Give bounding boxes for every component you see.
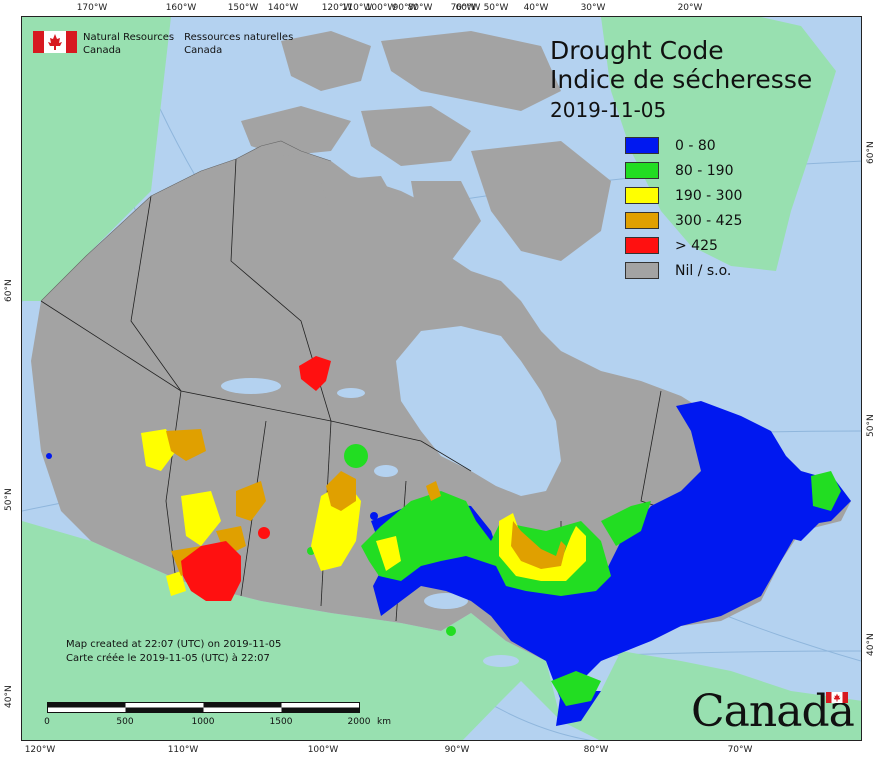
legend-swatch bbox=[625, 187, 659, 204]
left-tick-50n: 50°N bbox=[4, 488, 14, 511]
agency-fr-line1: Ressources naturelles bbox=[184, 32, 294, 43]
legend-item: Nil / s.o. bbox=[625, 258, 742, 283]
nrcan-signature: Natural Resources Canada Ressources natu… bbox=[33, 31, 303, 57]
agency-en-line2: Canada bbox=[83, 45, 122, 56]
hudson-bay bbox=[396, 326, 561, 496]
map-area bbox=[21, 16, 862, 741]
legend-swatch bbox=[625, 212, 659, 229]
arctic-islands bbox=[241, 31, 611, 261]
legend-swatch bbox=[625, 262, 659, 279]
bottom-tick-100w: 100°W bbox=[307, 745, 339, 755]
top-tick-140w: 140°W bbox=[267, 3, 299, 13]
top-tick-20w: 20°W bbox=[677, 3, 703, 13]
bottom-tick-70w: 70°W bbox=[727, 745, 753, 755]
legend-swatch bbox=[625, 162, 659, 179]
scale-bar bbox=[47, 702, 360, 713]
creation-note: Map created at 22:07 (UTC) on 2019-11-05… bbox=[66, 638, 281, 666]
bottom-tick-80w: 80°W bbox=[583, 745, 609, 755]
top-tick-100w: 100°W bbox=[365, 3, 397, 13]
created-english: Map created at 22:07 (UTC) on 2019-11-05 bbox=[66, 639, 282, 650]
bottom-tick-110w: 110°W bbox=[167, 745, 199, 755]
agency-english: Natural Resources Canada bbox=[83, 31, 174, 57]
left-tick-60n: 60°N bbox=[4, 279, 14, 302]
right-tick-50n: 50°N bbox=[866, 414, 876, 437]
map-date: 2019-11-05 bbox=[550, 98, 667, 122]
top-tick-160w: 160°W bbox=[165, 3, 197, 13]
top-tick-170w: 170°W bbox=[76, 3, 108, 13]
top-tick-40w: 40°W bbox=[523, 3, 549, 13]
bottom-tick-120w: 120°W bbox=[24, 745, 56, 755]
canada-flag-icon bbox=[33, 31, 77, 53]
map-title: Drought Code Indice de sécheresse 2019-1… bbox=[550, 36, 812, 122]
left-tick-40n: 40°N bbox=[4, 685, 14, 708]
right-tick-60n: 60°N bbox=[866, 141, 876, 164]
greenland-land bbox=[601, 17, 836, 271]
legend-item: 300 - 425 bbox=[625, 208, 742, 233]
legend-label: 0 - 80 bbox=[675, 137, 716, 154]
top-tick-50w: 50°W bbox=[483, 3, 509, 13]
map-canvas bbox=[22, 17, 861, 740]
top-tick-150w: 150°W bbox=[227, 3, 259, 13]
legend-label: 80 - 190 bbox=[675, 162, 734, 179]
alaska-land bbox=[22, 17, 171, 301]
legend-swatch bbox=[625, 137, 659, 154]
top-tick-110w: 110°W bbox=[341, 3, 373, 13]
legend-item: > 425 bbox=[625, 233, 742, 258]
scale-label-500: 500 bbox=[116, 717, 134, 727]
dc-gt-425-regions bbox=[181, 356, 331, 601]
scale-unit: km bbox=[377, 717, 391, 727]
scale-labels: 0 500 1000 1500 2000 km bbox=[44, 717, 407, 729]
legend-label: 190 - 300 bbox=[675, 187, 743, 204]
top-tick-30w: 30°W bbox=[580, 3, 606, 13]
legend-item: 80 - 190 bbox=[625, 158, 742, 183]
bottom-tick-90w: 90°W bbox=[444, 745, 470, 755]
legend-swatch bbox=[625, 237, 659, 254]
usa-land bbox=[22, 521, 861, 740]
top-tick-90w: 90°W bbox=[392, 3, 418, 13]
legend-label: > 425 bbox=[675, 237, 718, 254]
created-french: Carte créée le 2019-11-05 (UTC) à 22:07 bbox=[66, 653, 270, 664]
canada-outline bbox=[40, 140, 332, 302]
legend-item: 190 - 300 bbox=[625, 183, 742, 208]
agency-french: Ressources naturelles Canada bbox=[184, 31, 293, 57]
agency-fr-line2: Canada bbox=[184, 45, 223, 56]
right-tick-40n: 40°N bbox=[866, 633, 876, 656]
title-french: Indice de sécheresse bbox=[550, 65, 813, 94]
legend-item: 0 - 80 bbox=[625, 133, 742, 158]
scale-label-0: 0 bbox=[44, 717, 50, 727]
agency-en-line1: Natural Resources bbox=[83, 32, 175, 43]
top-tick-120w: 120°W bbox=[321, 3, 353, 13]
top-tick-80w: 80°W bbox=[407, 3, 433, 13]
lakes bbox=[221, 378, 583, 686]
legend-label: Nil / s.o. bbox=[675, 262, 732, 279]
wordmark-flag-icon bbox=[826, 692, 848, 703]
title-english: Drought Code bbox=[550, 36, 724, 65]
legend: 0 - 80 80 - 190 190 - 300 300 - 425 > 42… bbox=[625, 133, 742, 283]
scale-label-1500: 1500 bbox=[269, 717, 293, 727]
scale-label-1000: 1000 bbox=[191, 717, 215, 727]
top-tick-70w: 70°W bbox=[450, 3, 476, 13]
legend-label: 300 - 425 bbox=[675, 212, 743, 229]
scale-label-2000: 2000 bbox=[347, 717, 371, 727]
top-tick-60w: 60°W bbox=[455, 3, 481, 13]
